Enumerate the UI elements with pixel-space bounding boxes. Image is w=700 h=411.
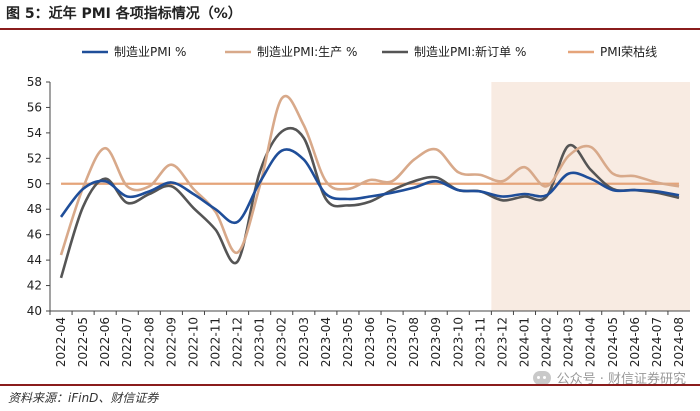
watermark-text: 公众号 · 财信证券研究: [556, 372, 686, 387]
y-tick-label: 44: [27, 253, 42, 267]
series-line-new-orders: [59, 126, 680, 279]
x-tick-label: 2023-12: [495, 317, 509, 367]
x-tick-label: 2024-03: [562, 317, 576, 367]
legend-new-orders-label: 制造业PMI:新订单 %: [414, 44, 526, 59]
x-tick-label: 2023-09: [429, 317, 443, 367]
x-tick-label: 2024-04: [584, 317, 598, 367]
x-tick-label: 2022-11: [209, 317, 223, 367]
x-tick-label: 2023-01: [253, 317, 267, 367]
legend-manufacturing-pmi-label: 制造业PMI %: [114, 45, 186, 59]
x-tick-label: 2023-05: [341, 317, 355, 367]
x-tick-label: 2023-06: [363, 317, 377, 367]
x-tick-label: 2022-10: [186, 317, 200, 367]
x-tick-label: 2024-06: [628, 317, 642, 367]
y-tick-label: 54: [27, 126, 42, 140]
y-tick-label: 42: [27, 279, 42, 293]
figure-title: 图 5：近年 PMI 各项指标情况（%）: [0, 0, 700, 30]
y-tick-label: 56: [27, 100, 42, 114]
x-tick-label: 2024-07: [650, 317, 664, 367]
source-note: 资料来源：iFinD、财信证券: [0, 384, 700, 411]
x-tick-label: 2023-11: [473, 317, 487, 367]
x-tick-label: 2022-07: [120, 317, 134, 367]
watermark: 公众号 · 财信证券研究: [532, 368, 686, 387]
x-tick-label: 2024-05: [606, 317, 620, 367]
pmi-line-chart: 40 42 44 46 48 50 52 54 56 58 2022-04 2022-05 2022-0…: [27, 44, 690, 367]
x-tick-label: 2022-08: [142, 317, 156, 367]
x-tick-label: 2023-07: [385, 317, 399, 367]
x-tick-label: 2024-08: [672, 317, 686, 367]
legend-production-label: 制造业PMI:生产 %: [257, 45, 357, 59]
y-tick-label: 40: [27, 304, 42, 318]
x-tick-label: 2022-12: [231, 317, 245, 367]
y-tick-label: 58: [27, 75, 42, 89]
x-tick-label: 2022-09: [164, 317, 178, 367]
series-line-manufacturing-pmi: [59, 148, 680, 225]
y-tick-label: 52: [27, 151, 42, 165]
x-tick-label: 2023-10: [451, 317, 465, 367]
x-tick-label: 2023-08: [407, 317, 421, 367]
y-tick-label: 46: [27, 228, 42, 242]
wechat-icon: [532, 370, 551, 385]
x-tick-label: 2023-03: [297, 317, 311, 367]
y-tick-label: 48: [27, 202, 42, 216]
x-tick-label: 2024-02: [540, 317, 554, 367]
y-tick-label: 50: [27, 177, 42, 191]
x-tick-label: 2022-05: [76, 317, 90, 367]
series-line-production: [59, 94, 680, 256]
x-tick-label: 2022-06: [98, 317, 112, 367]
x-tick-label: 2024-01: [517, 317, 531, 367]
legend-boom-bust-line-label: PMI荣枯线: [600, 44, 657, 59]
x-tick-label: 2022-04: [54, 317, 68, 367]
x-tick-label: 2023-04: [319, 317, 333, 367]
x-tick-label: 2023-02: [275, 317, 289, 367]
